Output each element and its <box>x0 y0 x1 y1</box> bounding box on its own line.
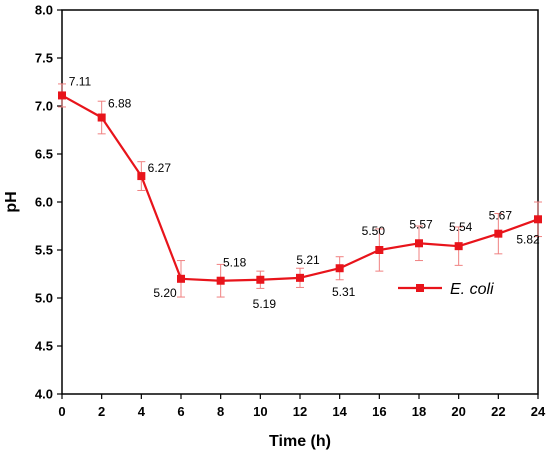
data-label: 5.20 <box>153 286 177 300</box>
x-tick-label: 20 <box>451 404 465 419</box>
data-labels: 7.11 6.88 6.27 5.20 5.18 5.19 5.21 5.31 5.50 5.57… <box>69 74 540 310</box>
data-point-marker <box>97 113 106 122</box>
legend: E. coli <box>398 281 494 298</box>
data-point-marker <box>415 239 423 248</box>
data-label: 5.21 <box>296 253 320 267</box>
x-tick-label: 22 <box>491 404 505 419</box>
data-label: 5.31 <box>332 285 356 299</box>
x-axis-title: Time (h) <box>269 433 331 450</box>
data-label: 5.50 <box>362 224 386 238</box>
data-point-marker <box>177 274 185 283</box>
data-label: 5.18 <box>223 256 247 270</box>
x-tick-label: 16 <box>372 404 386 419</box>
data-point-marker <box>494 229 503 238</box>
y-tick-label: 6.5 <box>35 147 53 162</box>
data-point-marker <box>534 215 542 224</box>
data-label: 7.11 <box>69 74 92 88</box>
axes <box>57 9 539 399</box>
data-point-marker <box>137 172 146 181</box>
y-tick-label: 5.0 <box>35 291 53 306</box>
x-tick-label: 10 <box>253 404 267 419</box>
data-label: 6.88 <box>108 97 132 111</box>
data-label: 5.57 <box>409 217 433 231</box>
data-point-marker <box>335 264 344 273</box>
y-tick-label: 5.5 <box>35 243 53 258</box>
data-label: 6.27 <box>148 161 172 175</box>
data-point-marker <box>256 275 265 284</box>
x-tick-label: 4 <box>138 404 146 419</box>
data-label: 5.67 <box>489 209 513 223</box>
data-point-marker <box>375 246 384 254</box>
y-tick-label: 4.0 <box>35 387 53 402</box>
data-point-marker <box>216 276 225 285</box>
x-tick-label: 14 <box>332 404 347 419</box>
series-markers <box>58 91 542 285</box>
y-tick-label: 6.0 <box>35 195 53 210</box>
error-bars <box>58 83 542 298</box>
data-point-marker <box>454 242 463 251</box>
x-tick-label: 0 <box>58 404 65 419</box>
x-tick-label: 24 <box>531 404 546 419</box>
x-tick-label: 2 <box>98 404 105 419</box>
legend-marker-swatch <box>416 284 424 292</box>
x-tick-label: 12 <box>293 404 307 419</box>
data-label: 5.82 <box>516 232 540 246</box>
y-tick-label: 8.0 <box>35 3 53 18</box>
x-tick-label: 6 <box>177 404 184 419</box>
y-tick-label: 7.0 <box>35 99 53 114</box>
y-axis-title: pH <box>3 191 20 212</box>
x-tick-label: 8 <box>217 404 224 419</box>
legend-label: E. coli <box>450 281 494 298</box>
x-tick-label: 18 <box>412 404 426 419</box>
data-label: 5.54 <box>449 220 473 234</box>
data-label: 5.19 <box>253 297 277 311</box>
data-point-marker <box>58 91 66 100</box>
y-tick-label: 7.5 <box>35 51 53 66</box>
y-tick-label: 4.5 <box>35 339 53 354</box>
plot-frame <box>61 9 539 395</box>
tick-labels: 0 2 4 6 8 10 12 14 16 18 20 22 244.04.55.05.56.06.57… <box>35 3 546 420</box>
data-point-marker <box>296 273 304 282</box>
